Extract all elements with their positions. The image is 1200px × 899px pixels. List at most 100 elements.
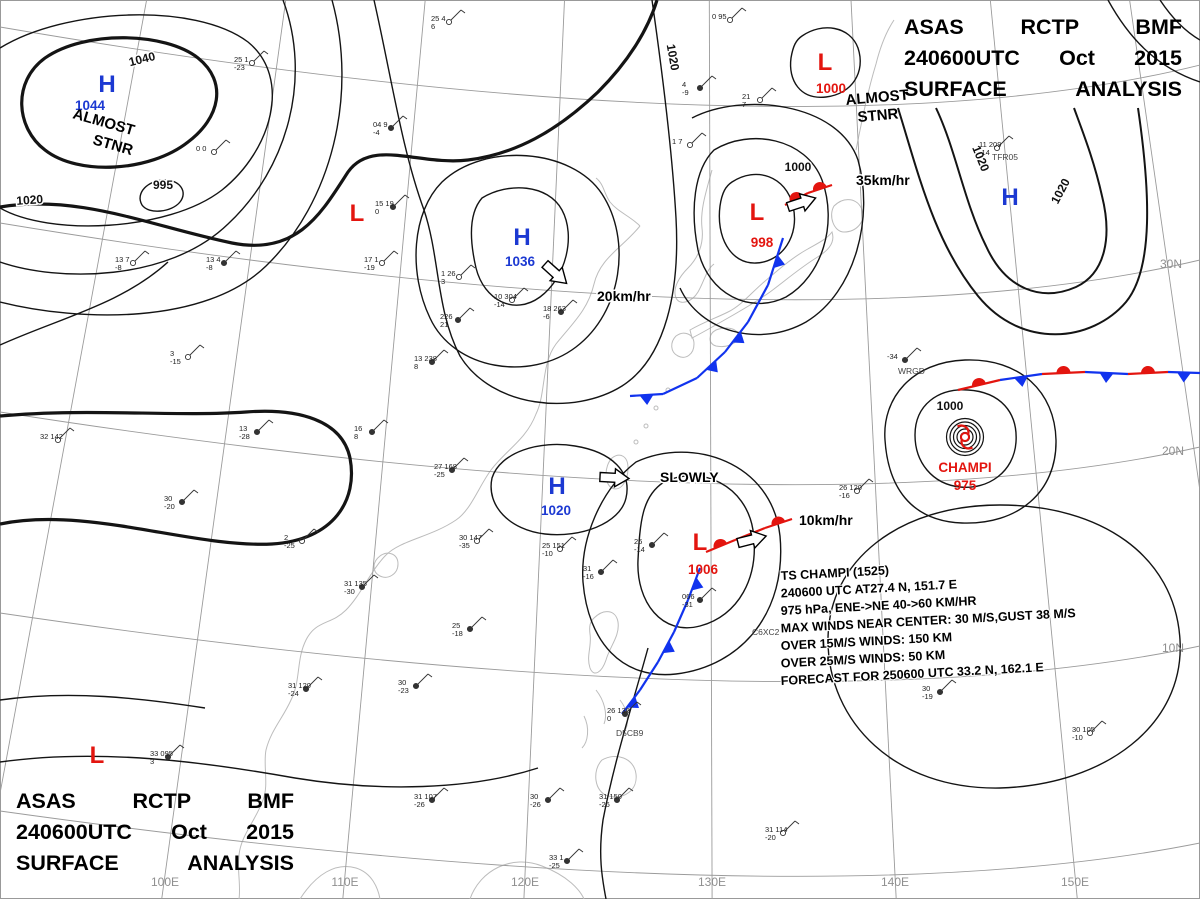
isobar [914,389,1017,488]
center-pressure-value: 1000 [816,81,846,96]
isobar [0,0,343,316]
station-value: -16 [839,491,850,500]
station-value: -10 [1072,733,1083,742]
wind-barb [459,307,471,319]
station-circle [428,796,436,804]
annotations-layer: 30N 20N 10N 100E 110E 120E 130E 140E 150E 1040 102… [14,7,1200,889]
wind-barb [858,478,870,490]
station-value: -14 [494,300,505,309]
station-plot: 31-16 [583,559,618,581]
isobar [935,107,1108,295]
lat-label: 10N [1162,641,1184,655]
station-value: -8 [206,263,213,272]
wind-barb [701,587,713,599]
wind-barb [59,427,71,439]
station-circle [597,568,605,576]
station-value: 3 [170,349,174,358]
station-circle [696,596,704,604]
wind-barb-tick [488,528,494,533]
station-value: 26 120 [839,483,862,492]
station-circle [448,466,456,474]
wind-barb-tick [701,132,707,137]
station-value: 13 [239,424,247,433]
station-plot: 32 142 [40,427,75,444]
station-circle [648,541,656,549]
station-value: -31 [682,600,693,609]
wind-barb-tick [711,75,717,80]
wind-barb [460,264,472,276]
station-plot: 11 209-14 [979,135,1014,157]
isobar [718,173,796,264]
isobar [139,179,184,212]
station-value: 0 [375,207,379,216]
title-line-2: 240600UTC Oct 2015 [904,46,1182,70]
station-plot: 15 190 [375,194,410,216]
footer-line-3: SURFACE ANALYSIS [16,851,294,875]
station-value: -26 [530,800,541,809]
wind-barb [471,616,483,628]
wind-barb-tick [571,536,577,541]
graticule-line [1129,0,1200,492]
station-value: 32 142 [40,432,63,441]
station-value: -16 [583,572,594,581]
wind-barb-tick [383,419,389,424]
station-plot: 4-9 [682,75,717,97]
station-id: D5CB9 [616,728,644,738]
station-value: 226 [440,312,453,321]
wind-barb-tick [636,701,642,706]
isobar [490,443,628,536]
typhoon-symbol-arm [960,439,974,450]
station-value: -9 [682,88,689,97]
station-value: 17 1 [364,255,379,264]
wind-barb-tick [481,616,487,621]
movement-label: SLOWLY [660,469,719,485]
station-value: 30 [530,792,538,801]
coastline-path [674,169,715,303]
warm-front-semicircle [1056,366,1071,374]
station-value: 3 [150,757,154,766]
movement-label: 10km/hr [799,512,853,528]
wind-barb [761,87,773,99]
coastline-path [595,756,637,798]
station-plot: 04 9-4 [373,115,408,137]
station-plot: -34 [887,347,922,364]
station-plot: 26 120-16 [839,478,874,500]
warm-front-semicircle [813,182,827,192]
station-plot: 217 [742,87,777,109]
station-plot: 25-18 [452,616,487,638]
station-value: 33 095 [150,749,173,758]
station-plot: 30-26 [530,787,565,809]
station-plot: 31 114-20 [765,820,800,842]
typhoon-symbol-arm [956,424,970,435]
wind-barb [618,787,630,799]
high-center-symbol: H [1001,184,1018,211]
wind-barb [513,287,525,299]
station-value: -8 [115,263,122,272]
station-value: 30 [398,678,406,687]
station-value: 0 [607,714,611,723]
station-circle [253,428,261,436]
station-plot: 30 105-10 [1072,720,1107,742]
wind-barb [394,194,406,206]
wind-barb [568,848,580,860]
wind-barb [189,344,201,356]
isobar [0,694,206,709]
station-value: -24 [288,689,299,698]
station-circle [129,259,137,267]
graticule-line [850,0,897,899]
footer-line-1: ASAS RCTP BMF [16,789,294,813]
coastline-path [831,199,864,233]
center-pressure-value: 1020 [541,503,571,518]
movement-arrow [541,259,568,285]
station-value: 066 [682,592,695,601]
isobar [0,0,659,247]
wind-barb-tick [443,349,449,354]
station-value: -14 [979,148,990,157]
footer-title-block: ASAS RCTP BMF 240600UTC Oct 2015 SURFACE… [16,786,294,879]
front-segment [639,661,659,691]
station-circle [445,18,453,26]
wind-barb-tick [463,457,469,462]
station-plot: 13-28 [239,419,274,441]
front-segment [999,372,1043,382]
